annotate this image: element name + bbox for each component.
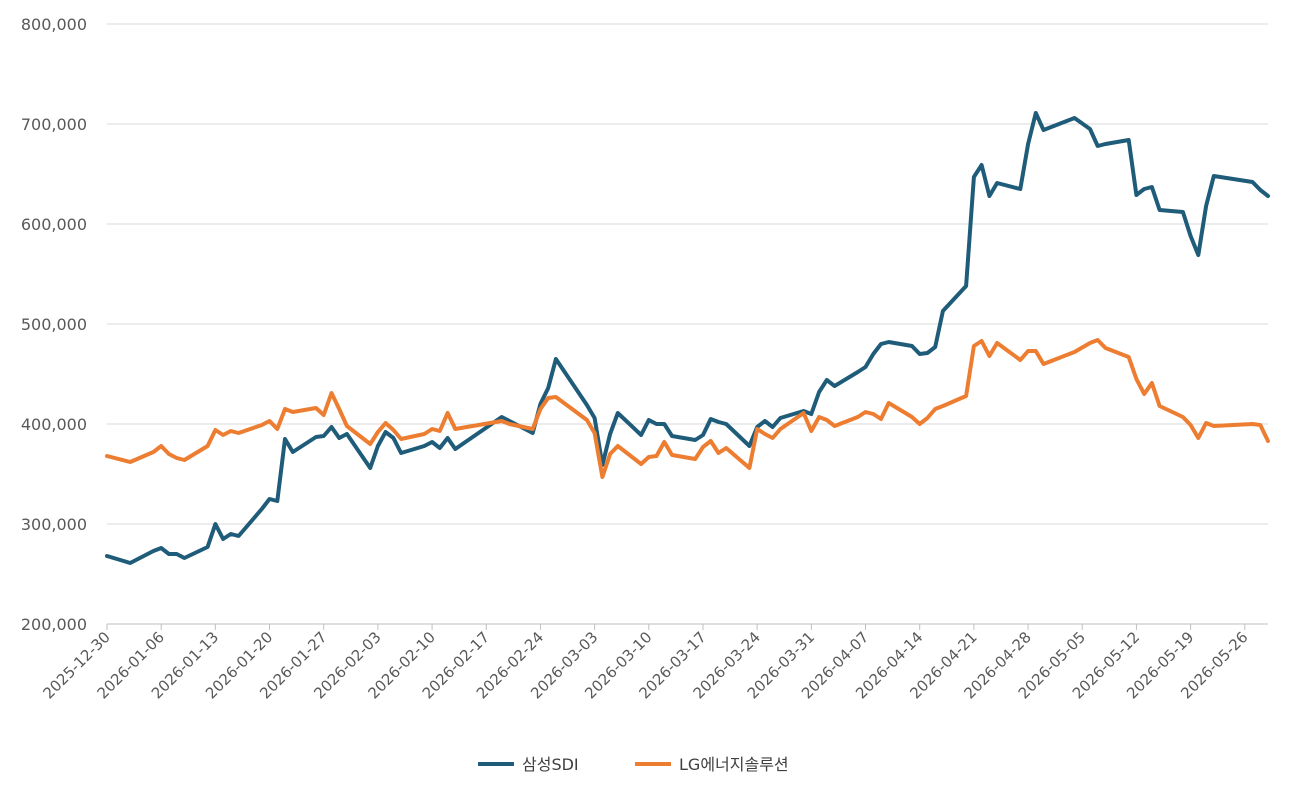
y-tick-label: 400,000 xyxy=(21,415,87,434)
gridlines xyxy=(107,23,1268,625)
y-tick-label: 500,000 xyxy=(21,315,87,334)
y-tick-label: 800,000 xyxy=(21,15,87,34)
legend: 삼성SDI LG에너지솔루션 xyxy=(478,755,789,774)
y-tick-label: 600,000 xyxy=(21,215,87,234)
y-tick-label: 300,000 xyxy=(21,515,87,534)
series-lines xyxy=(105,111,1270,565)
y-axis: 200,000 300,000 400,000 500,000 600,000 700,0… xyxy=(21,15,87,634)
y-tick-label: 700,000 xyxy=(21,115,87,134)
legend-item-1: 삼성SDI xyxy=(478,755,579,774)
x-axis: 2025-12-302026-01-062026-01-132026-01-20… xyxy=(39,623,1268,702)
series-line-2 xyxy=(105,338,1270,479)
y-tick-label: 200,000 xyxy=(21,615,87,634)
legend-label: 삼성SDI xyxy=(522,755,579,774)
legend-label: LG에너지솔루션 xyxy=(679,755,789,774)
series-line-1 xyxy=(105,111,1270,565)
legend-item-2: LG에너지솔루션 xyxy=(635,755,789,774)
